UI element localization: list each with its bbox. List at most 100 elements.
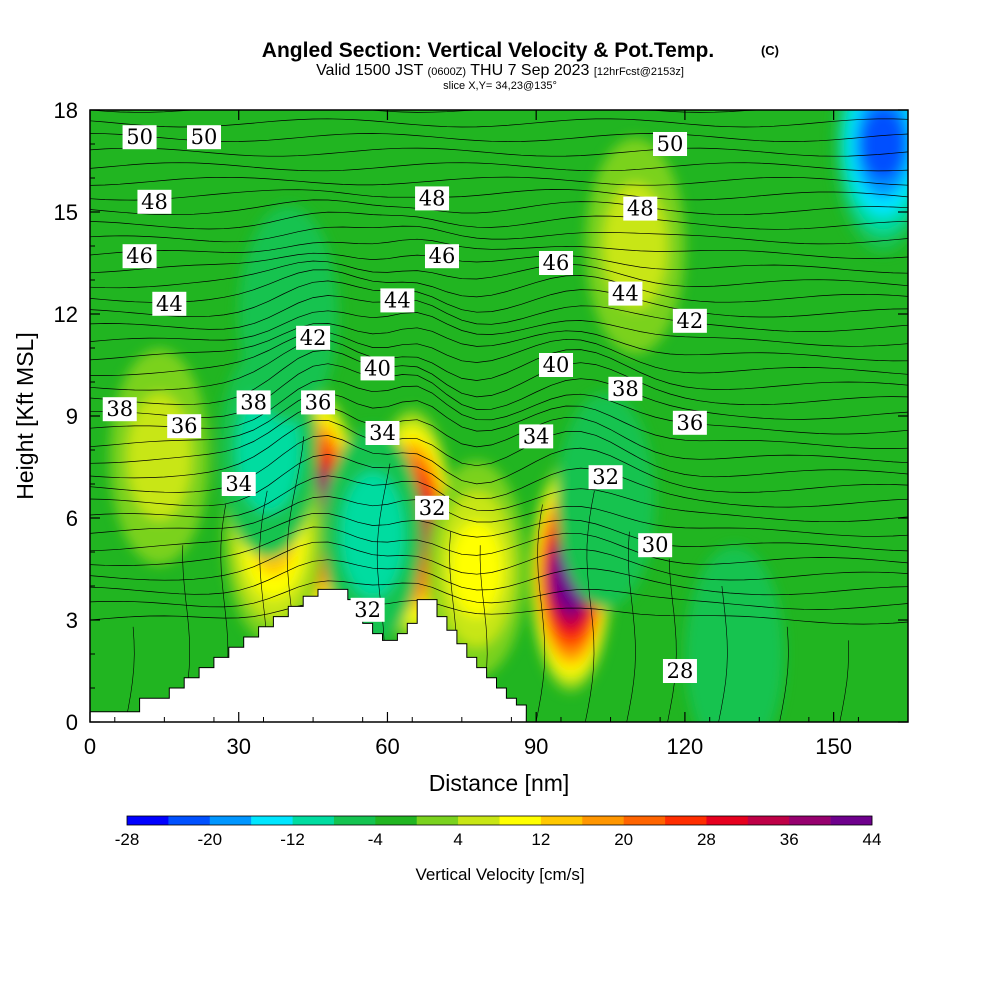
theta-contour	[90, 406, 908, 464]
theta-contour	[90, 599, 908, 625]
theta-contour	[90, 349, 908, 406]
theta-contour	[90, 541, 908, 581]
contour-label: 36	[672, 410, 707, 435]
contour-label: 34	[221, 472, 256, 496]
contour-label: 40	[539, 353, 574, 377]
contour-label: 48	[623, 196, 658, 221]
theta-contour	[90, 526, 908, 566]
theta-contour	[90, 260, 908, 289]
svg-text:46: 46	[543, 251, 570, 275]
svg-text:32: 32	[419, 496, 446, 520]
svg-text:40: 40	[364, 356, 391, 380]
contour-label: 32	[415, 495, 450, 520]
x-axis-label: Distance [nm]	[429, 770, 570, 796]
velocity-contour	[125, 626, 135, 722]
colorbar-tick-label: 36	[780, 830, 799, 849]
colorbar-swatch	[292, 816, 335, 825]
colorbar	[126, 815, 873, 826]
contour-label: 48	[137, 189, 172, 214]
contour-label: 32	[350, 597, 385, 622]
theta-contour	[90, 238, 908, 259]
contour-label: 30	[638, 533, 673, 558]
contour-label: 38	[102, 397, 137, 422]
colorbar-title: Vertical Velocity [cm/s]	[415, 865, 584, 884]
colorbar-tick-label: 28	[697, 830, 716, 849]
y-tick-label: 15	[54, 200, 78, 225]
x-tick-label: 150	[815, 734, 852, 759]
y-tick-label: 3	[66, 608, 78, 633]
svg-text:32: 32	[592, 465, 619, 489]
contour-label: 42	[672, 308, 707, 333]
contour-label: 46	[122, 244, 157, 269]
contour-label: 44	[608, 281, 643, 306]
contour-label: 42	[296, 325, 331, 350]
contour-label: 44	[380, 288, 415, 313]
theta-contour	[90, 580, 908, 610]
velocity-contour	[667, 558, 677, 722]
contour-label: 36	[301, 390, 336, 415]
theta-contour	[90, 419, 908, 479]
svg-text:44: 44	[156, 292, 183, 316]
svg-text:46: 46	[126, 244, 153, 268]
velocity-contour	[626, 531, 636, 722]
y-tick-label: 0	[66, 710, 78, 735]
velocity-cell-4	[450, 521, 503, 617]
svg-text:50: 50	[126, 125, 153, 149]
colorbar-tick-label: -12	[280, 830, 305, 849]
contour-label: 40	[360, 356, 395, 381]
colorbar-swatch	[499, 816, 542, 825]
svg-text:34: 34	[369, 421, 396, 445]
theta-contour	[90, 225, 908, 245]
contour-label: 28	[662, 659, 697, 683]
colorbar-tick-label: -28	[115, 830, 140, 849]
colorbar-swatch	[830, 816, 873, 825]
contour-label: 32	[588, 465, 623, 490]
svg-text:28: 28	[667, 659, 694, 683]
svg-text:36: 36	[676, 411, 703, 435]
theta-contour	[90, 454, 908, 508]
x-tick-label: 90	[524, 734, 548, 759]
theta-contour	[90, 392, 908, 449]
contour-label: 34	[365, 421, 400, 445]
theta-contour	[90, 252, 908, 274]
svg-text:48: 48	[627, 197, 654, 221]
chart-title: Angled Section: Vertical Velocity & Pot.…	[262, 39, 714, 62]
theta-contour	[90, 176, 908, 186]
colorbar-swatch	[127, 816, 169, 825]
contour-label: 38	[608, 376, 643, 401]
theta-contour	[90, 559, 908, 596]
colorbar-tick-label: 20	[614, 830, 633, 849]
colorbar-tick-label: -20	[197, 830, 222, 849]
svg-text:36: 36	[171, 414, 198, 438]
x-tick-label: 30	[226, 734, 250, 759]
velocity-contour	[585, 490, 595, 722]
colorbar-swatch	[747, 816, 790, 825]
contour-label: 50	[122, 125, 157, 150]
theta-contour	[90, 331, 908, 376]
svg-text:36: 36	[305, 390, 332, 414]
colorbar-swatch	[665, 816, 707, 825]
svg-text:46: 46	[429, 244, 456, 268]
x-tick-label: 0	[84, 734, 96, 759]
y-tick-label: 6	[66, 506, 78, 531]
theta-contour	[90, 269, 908, 303]
svg-text:38: 38	[612, 377, 639, 401]
contour-label: 50	[653, 132, 688, 156]
svg-text:34: 34	[225, 472, 252, 496]
contour-label: 44	[152, 291, 187, 316]
svg-text:42: 42	[300, 326, 327, 350]
svg-text:42: 42	[676, 309, 703, 333]
colorbar-tick-label: -4	[368, 830, 383, 849]
x-tick-label: 120	[667, 734, 704, 759]
colorbar-swatch	[582, 816, 624, 825]
colorbar-tick-labels: -28 -20 -12 -4 4 12 20 28 36 44	[115, 830, 882, 849]
svg-text:32: 32	[354, 598, 381, 622]
x-axis-ticks: 0 30 60 90 120 150	[84, 110, 859, 759]
y-tick-label: 9	[66, 404, 78, 429]
copyright-mark: (C)	[761, 43, 779, 58]
velocity-cell-9	[684, 546, 785, 722]
contour-label: 48	[415, 186, 450, 211]
